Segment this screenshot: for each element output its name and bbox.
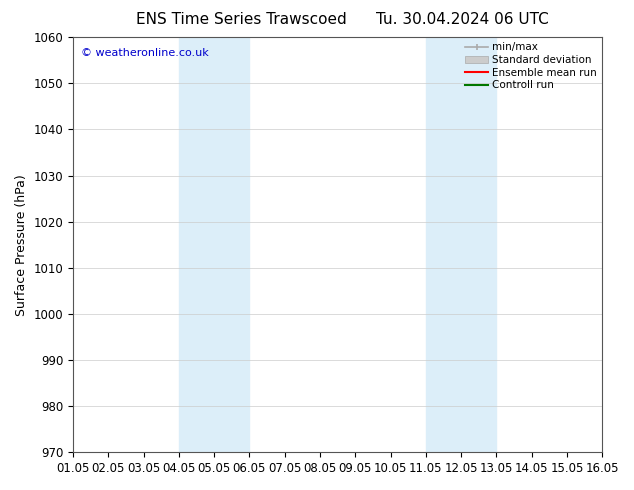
Bar xyxy=(426,37,496,452)
Text: Tu. 30.04.2024 06 UTC: Tu. 30.04.2024 06 UTC xyxy=(377,12,549,27)
Bar xyxy=(179,37,249,452)
Y-axis label: Surface Pressure (hPa): Surface Pressure (hPa) xyxy=(15,174,28,316)
Text: ENS Time Series Trawscoed: ENS Time Series Trawscoed xyxy=(136,12,346,27)
Legend: min/max, Standard deviation, Ensemble mean run, Controll run: min/max, Standard deviation, Ensemble me… xyxy=(463,40,599,92)
Text: © weatheronline.co.uk: © weatheronline.co.uk xyxy=(81,48,209,57)
